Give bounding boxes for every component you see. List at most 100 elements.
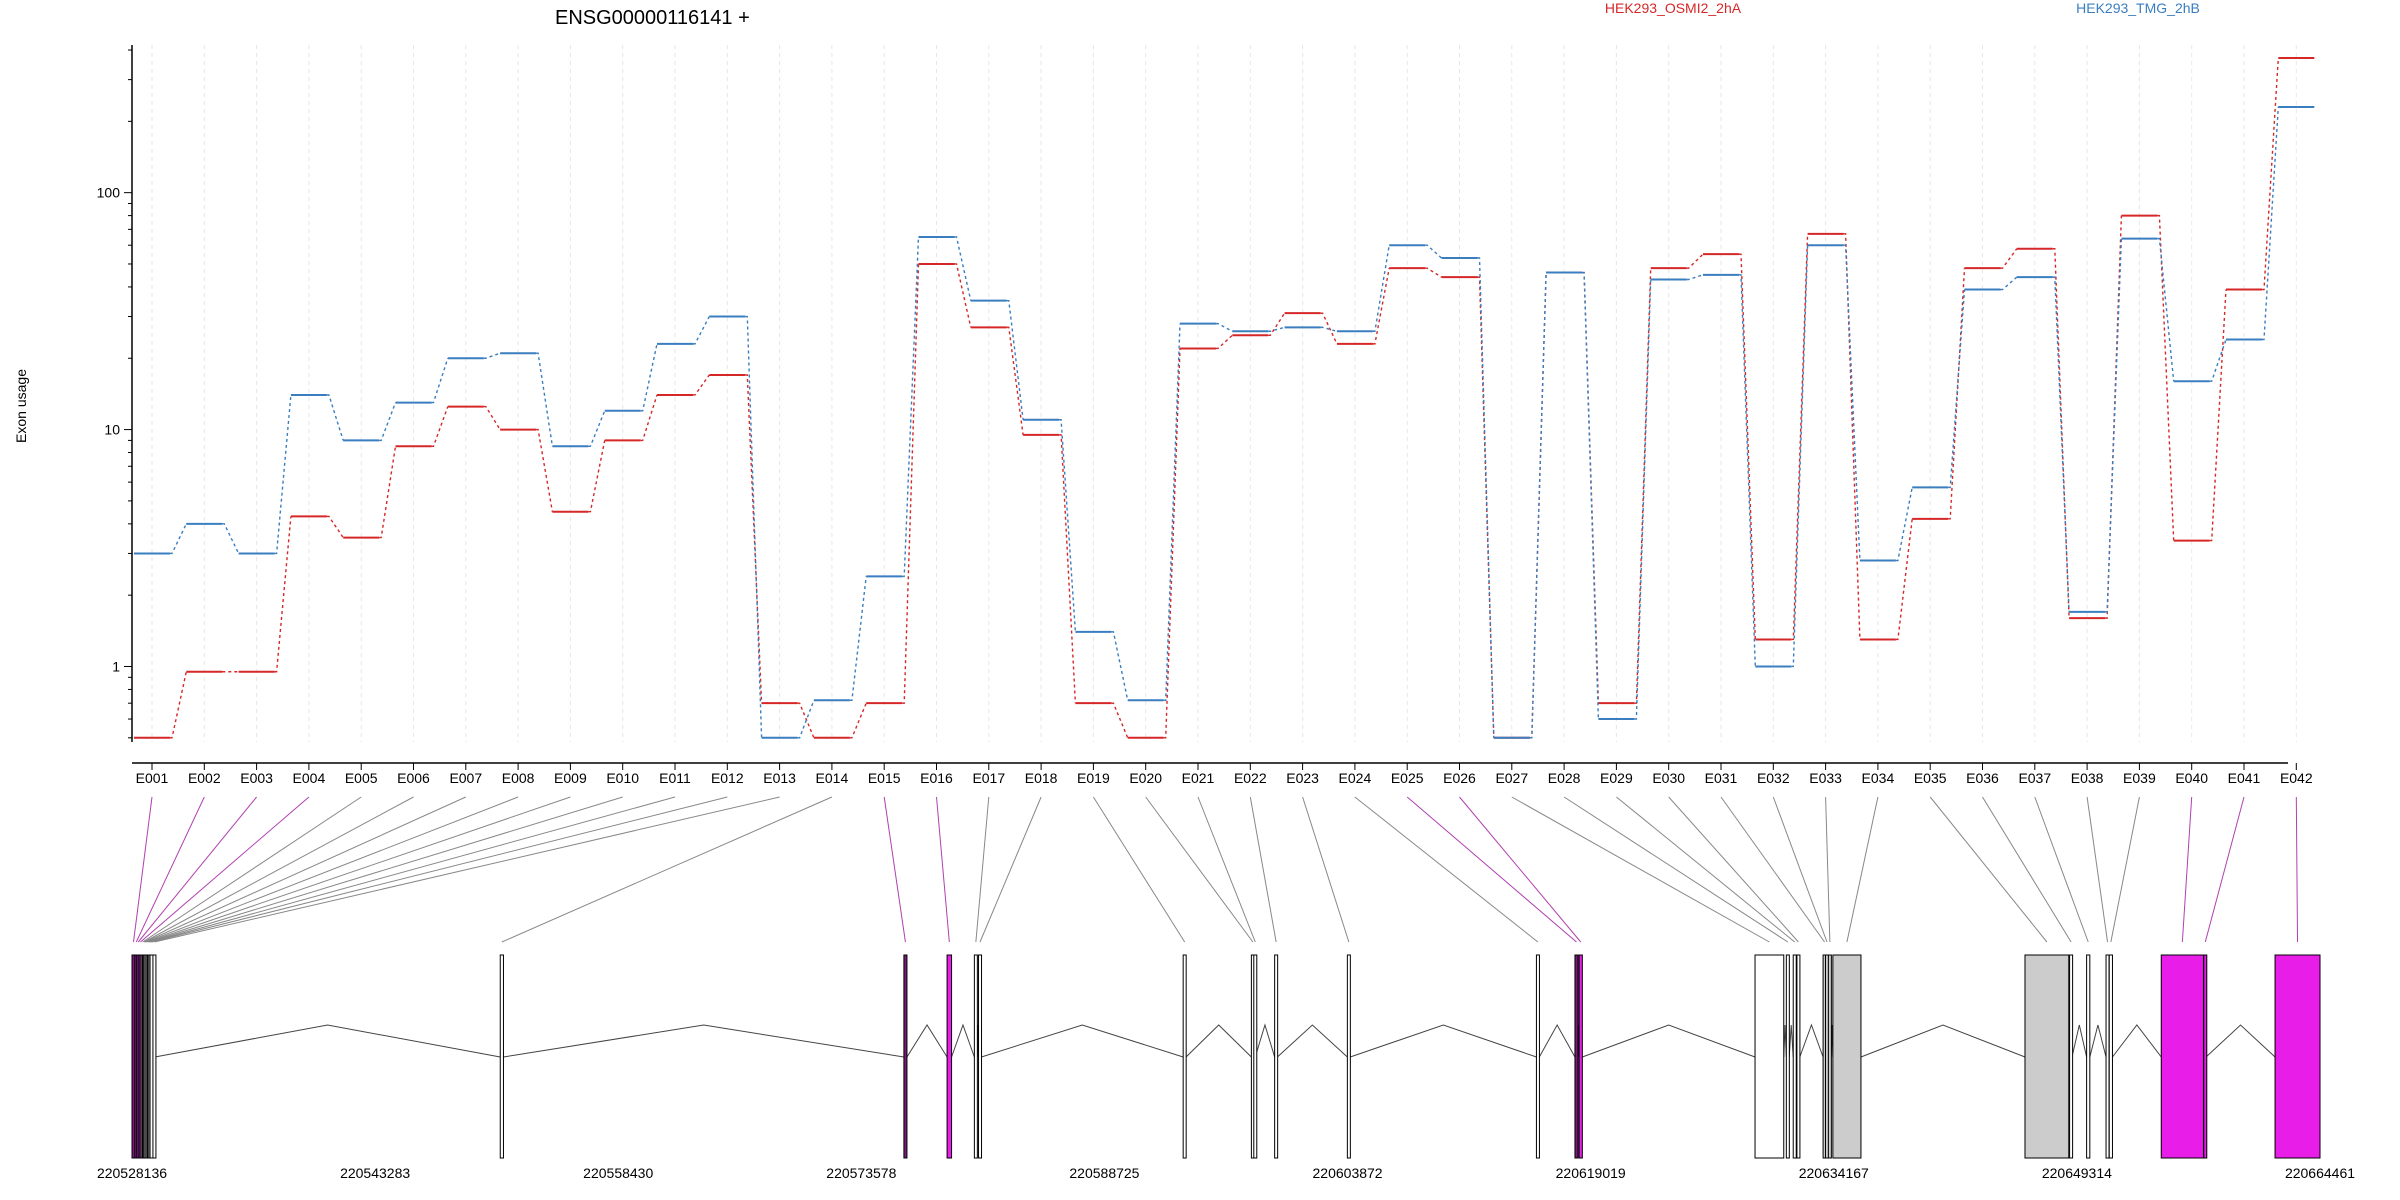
x-tick-label: E034 [1862, 770, 1895, 786]
exon-connector [2034, 796, 2089, 943]
exon-connector [1197, 796, 1256, 943]
x-tick-label: E036 [1966, 770, 1999, 786]
series-connector [326, 515, 344, 538]
exon-block [1827, 954, 1832, 1159]
exon-connector [1825, 796, 1831, 943]
series-connector [2157, 214, 2175, 541]
coordinate-label: 220558430 [583, 1165, 653, 1181]
exon-block [1792, 954, 1797, 1159]
x-tick-label: E002 [188, 770, 221, 786]
exon-connector [2110, 796, 2140, 943]
exon-tick-labels: E001 E002 E003 E004 E005 E006 E007 E008 E009 E010… [136, 763, 2313, 786]
coordinate-label: 220619019 [1556, 1165, 1626, 1181]
intron [1582, 1024, 1756, 1058]
series-connector [1216, 334, 1233, 350]
x-tick-label: E006 [397, 770, 430, 786]
exon-block [2203, 954, 2208, 1159]
exon-connector [883, 796, 906, 943]
x-tick-label: E010 [606, 770, 639, 786]
exon-block [1182, 954, 1187, 1159]
intron [951, 1023, 975, 1058]
series-connector [797, 700, 815, 739]
legend-entry-1: HEK293_OSMI2_2hA [1605, 0, 1742, 16]
x-tick-label: E008 [502, 770, 535, 786]
x-tick-label: E005 [345, 770, 378, 786]
exon-connector [154, 796, 780, 943]
series-connector [1634, 279, 1652, 720]
exon-connector [151, 796, 728, 943]
series-connector [1843, 233, 1861, 640]
series-connector [1372, 245, 1390, 332]
exon-connector [1846, 796, 1879, 943]
x-tick-label: E035 [1914, 770, 1947, 786]
series-connector [1006, 299, 1024, 420]
intron [154, 1024, 501, 1058]
exon-block [1253, 954, 1258, 1159]
x-tick-label: E024 [1339, 770, 1372, 786]
x-tick-label: E003 [240, 770, 273, 786]
intron [2112, 1024, 2162, 1058]
series-connector [1843, 244, 1861, 561]
exon-connector [140, 796, 310, 943]
x-tick-label: E001 [136, 770, 169, 786]
series-connector [1111, 702, 1129, 739]
series-connector [1895, 487, 1913, 562]
x-tick-label: E022 [1234, 770, 1267, 786]
series-connector [1163, 348, 1181, 739]
intron [1799, 1023, 1824, 1058]
exon-block [978, 954, 983, 1159]
intron [1254, 1023, 1276, 1058]
exon-block [2024, 954, 2070, 1159]
exon-connector [1249, 796, 1277, 943]
x-tick-label: E009 [554, 770, 587, 786]
series-connector [745, 374, 763, 704]
series-connector [2052, 276, 2070, 612]
coordinate-label: 220634167 [1799, 1165, 1869, 1181]
exon-connector [1354, 796, 1539, 943]
y-tick-label: 10 [104, 422, 120, 438]
exon-connector [1668, 796, 1799, 943]
series-connector [1320, 312, 1338, 345]
series-connector [745, 315, 763, 738]
exon-block [2069, 954, 2074, 1159]
intron [2071, 1024, 2088, 1058]
series-connector [2209, 339, 2227, 382]
exon-block [2086, 954, 2091, 1159]
series-connector [536, 352, 554, 447]
exon-block [499, 954, 504, 1159]
legend: HEK293_OSMI2_2hA HEK293_TMG_2hB [1605, 0, 2200, 16]
exon-block [973, 954, 978, 1159]
x-tick-label: E012 [711, 770, 744, 786]
x-tick-label: E031 [1705, 770, 1738, 786]
series-connector [2000, 276, 2018, 291]
intron [906, 1024, 948, 1058]
series-connector [274, 516, 292, 673]
series-layer [134, 57, 2315, 739]
x-tick-label: E029 [1600, 770, 1633, 786]
series-connector [640, 343, 658, 412]
series-connector [1111, 631, 1129, 701]
exon-connector [1459, 796, 1582, 943]
exon-connector [1145, 796, 1254, 943]
exon-connector [142, 796, 362, 943]
exon-connector [147, 796, 571, 943]
series-connector [1791, 233, 1809, 641]
intron [2089, 1024, 2107, 1058]
exon-block [1796, 954, 1801, 1159]
series-connector [1425, 267, 1442, 278]
series-connector [431, 358, 449, 404]
series-connector [693, 316, 710, 345]
x-tick-label: E019 [1077, 770, 1110, 786]
series-connector [1372, 268, 1390, 345]
exon-connector [148, 796, 623, 943]
series-connector [536, 428, 554, 512]
intron [1860, 1024, 2026, 1058]
y-tick-label: 100 [97, 185, 121, 201]
intron [1538, 1023, 1576, 1058]
x-tick-label: E026 [1443, 770, 1476, 786]
series-connector [170, 523, 187, 555]
x-tick-label: E025 [1391, 770, 1424, 786]
x-tick-label: E038 [2071, 770, 2104, 786]
exon-block [903, 954, 908, 1159]
